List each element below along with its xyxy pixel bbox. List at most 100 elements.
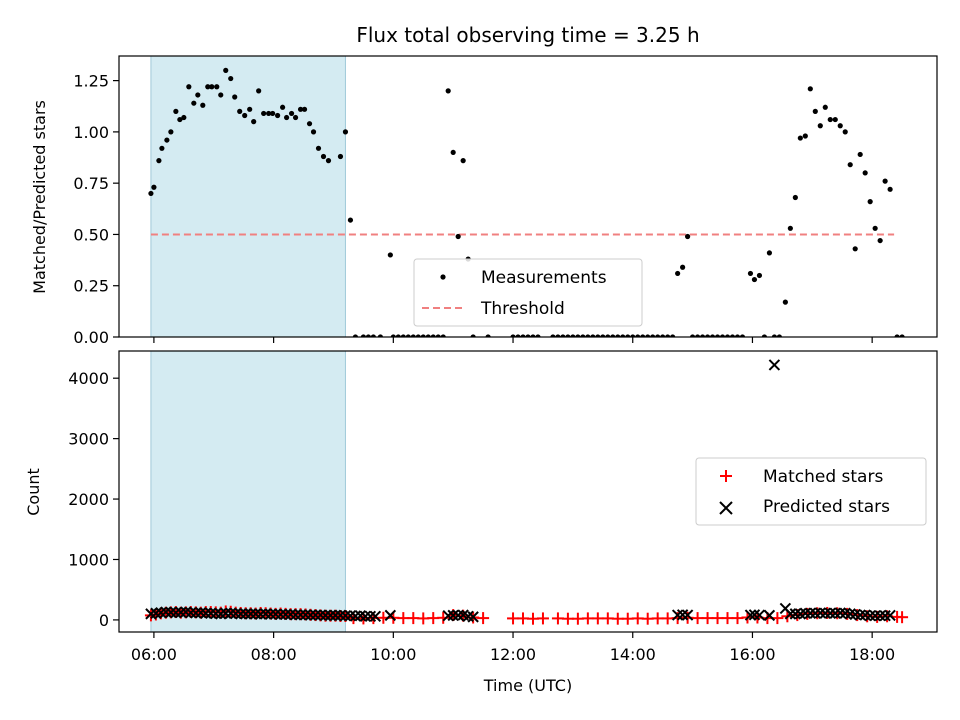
y-tick-label: 4000 xyxy=(68,369,109,388)
measurement-point xyxy=(425,334,431,337)
measurement-point xyxy=(387,252,393,258)
predicted-stars-point xyxy=(819,607,831,619)
count-panel-frame xyxy=(118,350,938,633)
measurement-point xyxy=(435,334,441,337)
measurement-point xyxy=(395,334,401,337)
measurement-point xyxy=(771,334,777,337)
predicted-stars-point xyxy=(874,609,886,622)
predicted-stars-point xyxy=(319,609,332,622)
predicted-stars-point xyxy=(324,609,337,622)
shaded-observing-span xyxy=(150,55,346,338)
predicted-stars-point xyxy=(799,607,812,619)
measurement-point xyxy=(719,334,726,337)
measurement-point xyxy=(390,334,396,337)
measurement-point xyxy=(292,114,299,121)
y-tick-label: 0.25 xyxy=(73,277,109,296)
measurement-point xyxy=(510,334,516,337)
predicted-stars-point xyxy=(681,609,694,621)
measurement-point xyxy=(214,84,220,90)
measurement-point xyxy=(242,112,248,119)
ratio-panel: 0.00 0.25 0.50 0.75 1.00 1.25 Matched/Predict… xyxy=(30,55,938,347)
y-tick-label: 1.25 xyxy=(73,72,109,91)
legend-threshold-label: Threshold xyxy=(480,299,565,319)
measurement-point xyxy=(570,334,576,337)
measurement-point xyxy=(342,129,349,135)
ratio-panel-x-ticks xyxy=(153,337,873,343)
measurement-point xyxy=(724,334,731,337)
measurement-point xyxy=(565,334,571,337)
measurement-point xyxy=(275,112,281,119)
measurement-point xyxy=(297,106,304,112)
measurement-point xyxy=(620,334,626,337)
measurement-point xyxy=(247,106,253,112)
measurement-point xyxy=(168,129,174,135)
measurement-point xyxy=(670,334,676,337)
predicted-stars-point xyxy=(234,608,247,620)
predicted-stars-point xyxy=(289,609,302,621)
measurement-point xyxy=(590,334,596,337)
measurement-point xyxy=(195,92,201,98)
ratio-panel-frame xyxy=(118,55,938,338)
measurement-point xyxy=(181,114,187,121)
measurement-point xyxy=(704,334,711,337)
measurement-point xyxy=(455,233,461,240)
measurement-point xyxy=(310,129,317,135)
measurement-point xyxy=(261,110,267,117)
predicted-stars-point xyxy=(220,607,232,619)
measurement-point xyxy=(177,116,183,123)
predicted-stars-point xyxy=(869,609,881,622)
measurement-point xyxy=(734,334,741,337)
measurement-point xyxy=(872,225,878,231)
predicted-stars-point xyxy=(744,609,757,621)
measurement-point xyxy=(352,334,359,337)
measurement-point xyxy=(751,276,758,283)
measurement-point xyxy=(842,129,848,135)
predicted-stars-point xyxy=(864,609,876,622)
measurement-point xyxy=(635,334,641,337)
measurement-point xyxy=(580,334,586,337)
ratio-panel-legend: Measurements Threshold xyxy=(413,258,643,327)
predicted-stars-point xyxy=(309,609,322,621)
measurement-point xyxy=(640,334,646,337)
measurement-point xyxy=(270,110,276,117)
ratio-panel-y-label: Matched/Predicted stars xyxy=(30,100,49,294)
measurement-point xyxy=(347,217,354,223)
measurement-point xyxy=(812,108,818,114)
measurement-point xyxy=(164,137,170,143)
measurement-point xyxy=(709,334,716,337)
measurement-point xyxy=(787,225,793,231)
measurement-point xyxy=(266,110,272,117)
predicted-stars-point xyxy=(329,609,342,622)
count-panel-x-axis: 06:00 08:00 10:00 12:00 14:00 16:00 18:00 xyxy=(131,632,895,664)
measurement-point xyxy=(223,67,229,73)
predicted-stars-point xyxy=(244,608,257,620)
count-panel: 0 1000 2000 3000 4000 06:00 08:00 10:00 12:00 14… xyxy=(24,350,938,695)
measurement-point xyxy=(665,334,671,337)
predicted-stars-point xyxy=(784,608,797,620)
measurement-point xyxy=(761,334,768,337)
legend-predicted-label: Predicted stars xyxy=(763,497,890,517)
y-tick-label: 1000 xyxy=(68,550,109,569)
measurement-point xyxy=(792,194,798,201)
measurement-point xyxy=(515,334,521,337)
measurement-point xyxy=(555,334,561,337)
predicted-stars-point xyxy=(763,609,776,622)
measurement-point xyxy=(685,233,691,240)
predicted-stars-point xyxy=(447,609,459,622)
measurement-point xyxy=(560,334,566,337)
measurement-point xyxy=(714,334,721,337)
measurement-point xyxy=(680,264,686,270)
measurement-point xyxy=(420,334,426,337)
measurement-point xyxy=(151,184,157,190)
measurement-point xyxy=(470,334,476,337)
predicted-stars-point xyxy=(384,609,397,622)
measurement-point xyxy=(832,116,838,123)
predicted-stars-point xyxy=(804,607,817,619)
measurement-point xyxy=(882,178,888,184)
measurement-point xyxy=(315,145,322,151)
measurement-point xyxy=(410,334,416,337)
measurement-point xyxy=(256,88,262,94)
measurement-point xyxy=(610,334,616,337)
measurement-point xyxy=(766,250,773,256)
